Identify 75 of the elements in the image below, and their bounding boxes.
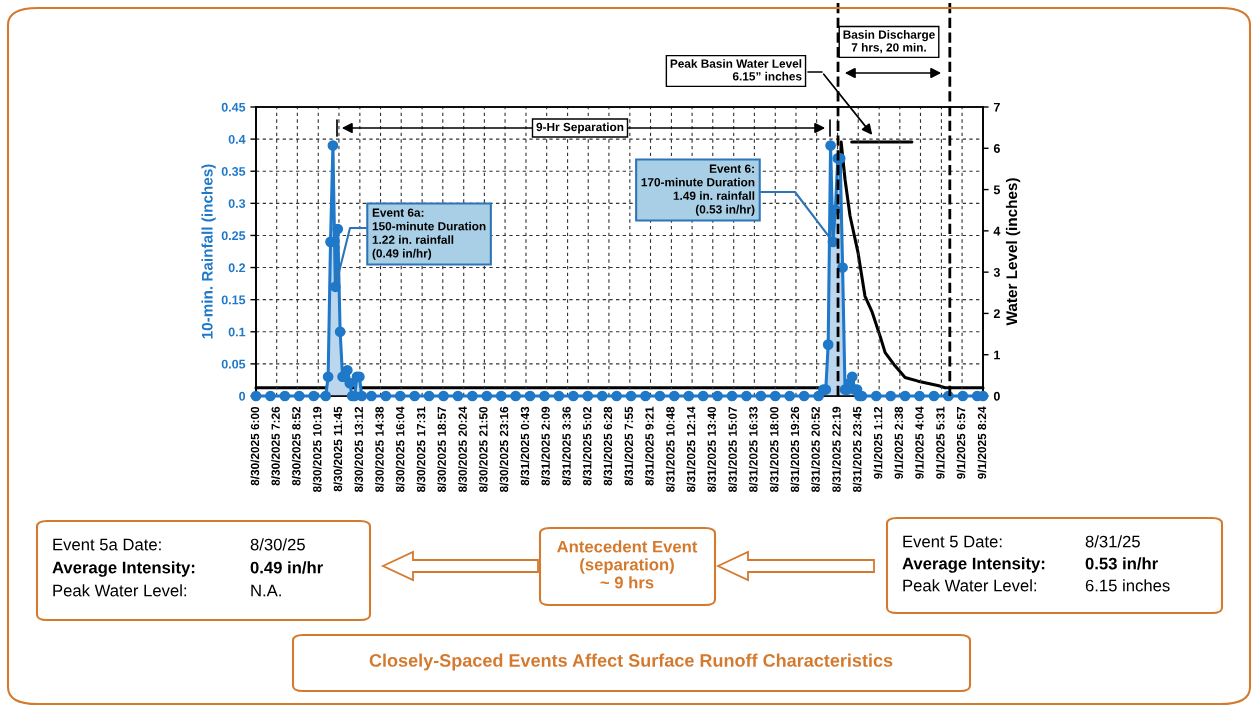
x-tick-label: 8/30/2025 14:38 <box>375 406 384 493</box>
annotation: Event 6a: 150-minute Duration 1.22 in. rainfall (0.49 in/hr) <box>372 208 486 260</box>
text: 8/30/25 <box>250 538 305 551</box>
y2-tick-label: 5 <box>993 185 1001 195</box>
x-tick-label: 8/31/2025 18:00 <box>769 406 779 493</box>
y2-tick-label: 0 <box>993 391 1000 401</box>
text: 6.15 inches <box>1085 579 1170 592</box>
x-tick-label: 8/31/2025 5:02 <box>582 406 592 486</box>
x-tick-label: 8/30/2025 8:52 <box>291 406 301 486</box>
y2-tick-label: 3 <box>993 267 1000 277</box>
y-tick-label: 0.45 <box>221 102 246 112</box>
x-tick-label: 8/31/2025 13:40 <box>707 406 717 493</box>
x-tick-label: 8/30/2025 11:45 <box>333 406 343 492</box>
y2-tick-label: 6 <box>993 144 1000 153</box>
x-tick-label: 8/31/2025 12:14 <box>686 406 696 493</box>
y-tick-label: 0.4 <box>228 134 246 144</box>
y-tick-label: 0 <box>239 391 246 401</box>
x-tick-label: 8/31/2025 7:55 <box>624 406 634 486</box>
text: Peak Water Level: <box>903 579 1037 592</box>
text: Closely-Spaced Events Affect Surface Runoff Characteristics <box>369 653 893 671</box>
x-tick-label: 8/31/2025 22:19 <box>832 406 841 493</box>
x-tick-label: 8/30/2025 18:57 <box>437 406 447 493</box>
y2-tick-label: 1 <box>994 350 1001 360</box>
text: Peak Basin Water Level 6.15” inches <box>670 59 802 81</box>
x-tick-label: 8/30/2025 23:16 <box>499 406 509 493</box>
x-tick-label: 8/31/2025 20:52 <box>811 406 820 493</box>
x-tick-label: 8/30/2025 21:50 <box>478 406 488 493</box>
x-tick-label: 8/30/2025 10:19 <box>312 406 322 493</box>
x-tick-label: 9/1/2025 5:31 <box>935 406 945 479</box>
x-tick-label: 8/31/2025 16:33 <box>748 406 758 493</box>
y-tick-label: 0.05 <box>221 359 246 369</box>
text: N.A. <box>251 584 281 597</box>
x-tick-label: 8/31/2025 6:28 <box>603 406 613 486</box>
text: Peak Water Level: <box>53 584 187 597</box>
y2-tick-label: 4 <box>993 226 1001 236</box>
text: Antecedent Event (separation) ~ 9 hrs <box>557 540 698 589</box>
text: Event 5 Date: <box>903 535 1002 548</box>
x-tick-label: 8/30/2025 20:24 <box>458 406 467 493</box>
x-tick-label: 8/31/2025 15:07 <box>728 406 737 493</box>
text: Basin Discharge 7 hrs, 20 min. <box>843 30 935 54</box>
x-tick-label: 8/31/2025 2:09 <box>541 406 550 486</box>
y2-tick-label: 7 <box>993 102 1000 112</box>
y2-tick-label: 2 <box>993 309 1000 318</box>
text: 0.49 in/hr <box>250 561 323 574</box>
y-tick-label: 0.25 <box>221 231 246 241</box>
y-tick-label: 0.3 <box>228 199 246 208</box>
y2-axis-title: Water Level (inches) <box>1005 178 1021 326</box>
text: Average Intensity: <box>902 557 1045 573</box>
x-tick-label: 8/31/2025 19:26 <box>790 406 800 493</box>
x-tick-label: 9/1/2025 4:04 <box>914 406 924 479</box>
annotation: 9-Hr Separation <box>536 122 624 134</box>
x-tick-label: 8/30/2025 7:26 <box>271 406 280 486</box>
annotation: Event 6: 170-minute Duration 1.49 in. rainfall (0.53 in/hr) <box>641 164 755 216</box>
x-tick-label: 9/1/2025 1:12 <box>873 406 883 479</box>
y-axis-title: 10-min. Rainfall (inches) <box>201 164 216 339</box>
x-tick-label: 8/30/2025 16:04 <box>395 406 405 493</box>
text: 0.53 in/hr <box>1085 557 1158 570</box>
y-tick-label: 0.2 <box>228 263 246 273</box>
x-tick-label: 8/31/2025 9:21 <box>645 406 654 486</box>
y-tick-label: 0.1 <box>228 327 246 337</box>
x-tick-label: 8/31/2025 3:36 <box>562 406 571 486</box>
text: 8/31/25 <box>1085 535 1140 548</box>
x-tick-label: 9/1/2025 2:38 <box>894 406 904 479</box>
text: Event 5a Date: <box>53 538 161 551</box>
x-tick-label: 9/1/2025 8:24 <box>977 406 987 479</box>
x-tick-label: 9/1/2025 6:57 <box>956 406 966 479</box>
y-tick-label: 0.35 <box>221 167 246 176</box>
x-tick-label: 8/31/2025 23:45 <box>852 406 862 493</box>
x-tick-label: 8/30/2025 17:31 <box>416 406 426 493</box>
x-tick-label: 8/30/2025 6:00 <box>250 406 260 486</box>
x-tick-label: 8/31/2025 0:43 <box>520 406 530 486</box>
text: Average Intensity: <box>52 561 195 577</box>
x-tick-label: 8/31/2025 10:48 <box>665 406 675 493</box>
x-tick-label: 8/30/2025 13:12 <box>354 406 364 493</box>
y-tick-label: 0.15 <box>221 295 246 305</box>
